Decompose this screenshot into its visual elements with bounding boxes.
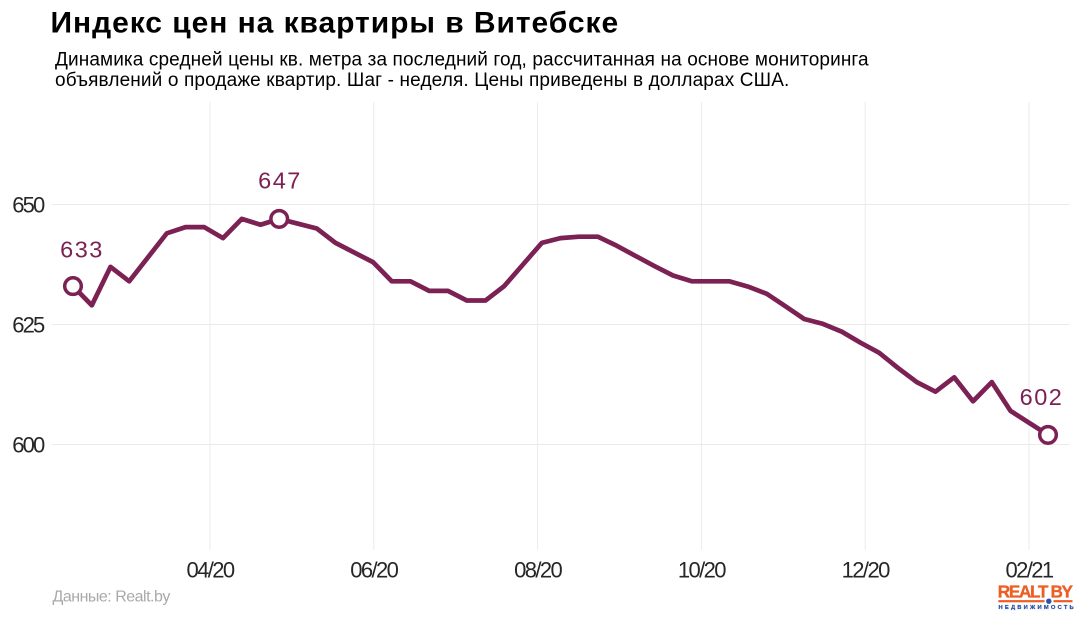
svg-text:Индекс цен на квартиры в Витеб: Индекс цен на квартиры в Витебске: [51, 7, 620, 40]
svg-text:НЕДВИЖИМОСТЬ: НЕДВИЖИМОСТЬ: [999, 605, 1076, 611]
svg-text:625: 625: [12, 313, 45, 338]
svg-text:объявлений о продаже квартир.: объявлений о продаже квартир. Шаг - неде…: [55, 70, 789, 91]
svg-text:600: 600: [12, 433, 45, 458]
svg-text:04/20: 04/20: [186, 558, 234, 583]
svg-text:12/20: 12/20: [842, 558, 890, 583]
svg-text:10/20: 10/20: [678, 558, 726, 583]
svg-text:650: 650: [12, 193, 45, 218]
svg-text:Данные: Realt.by: Данные: Realt.by: [53, 589, 171, 606]
svg-text:08/20: 08/20: [514, 558, 562, 583]
svg-text:REALT BY: REALT BY: [998, 581, 1074, 601]
svg-text:647: 647: [258, 167, 302, 193]
svg-text:Динамика средней цены кв. метр: Динамика средней цены кв. метра за после…: [55, 50, 869, 71]
svg-text:02/21: 02/21: [1005, 558, 1053, 583]
svg-text:602: 602: [1020, 384, 1064, 410]
svg-text:633: 633: [60, 236, 104, 262]
svg-text:06/20: 06/20: [350, 558, 398, 583]
